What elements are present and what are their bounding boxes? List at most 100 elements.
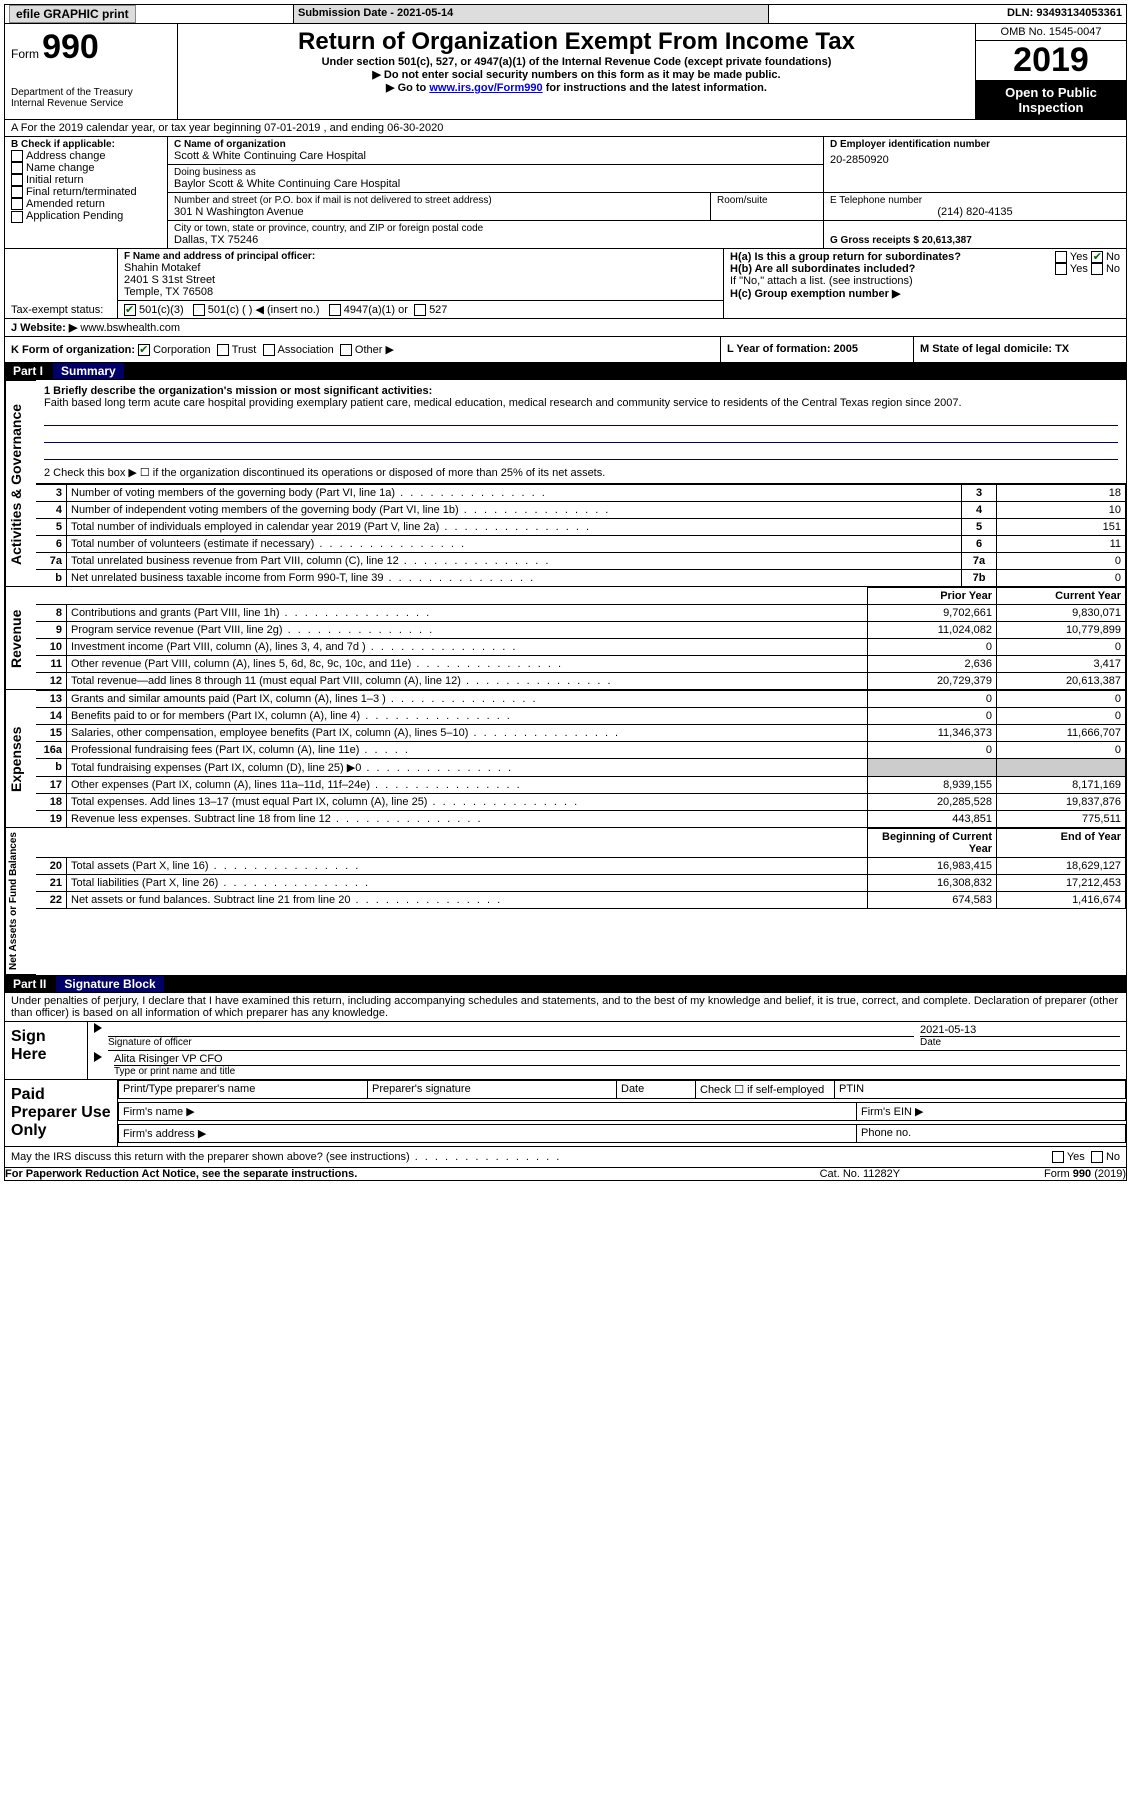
- discuss-yes-checkbox[interactable]: [1052, 1151, 1064, 1163]
- street-address: 301 N Washington Avenue: [174, 206, 704, 218]
- officer-name: Shahin Motakef: [124, 262, 717, 274]
- table-row: 15Salaries, other compensation, employee…: [36, 724, 1126, 741]
- room-suite-label: Room/suite: [711, 193, 824, 220]
- omb-number: OMB No. 1545-0047: [976, 24, 1126, 41]
- page-footer: For Paperwork Reduction Act Notice, see …: [5, 1168, 1126, 1180]
- table-row: 13Grants and similar amounts paid (Part …: [36, 690, 1126, 707]
- table-row: 9Program service revenue (Part VIII, lin…: [36, 621, 1126, 638]
- h-c-label: H(c) Group exemption number ▶: [730, 287, 1120, 300]
- other-org-checkbox[interactable]: [340, 344, 352, 356]
- amended-return-checkbox[interactable]: [11, 198, 23, 210]
- line-1-label: 1 Briefly describe the organization's mi…: [44, 385, 432, 397]
- preparer-date-label: Date: [617, 1081, 696, 1099]
- line-2: 2 Check this box ▶ ☐ if the organization…: [44, 466, 1118, 479]
- cat-no: Cat. No. 11282Y: [772, 1168, 947, 1180]
- dept-treasury: Department of the Treasury Internal Reve…: [11, 87, 171, 109]
- activities-table: 3Number of voting members of the governi…: [36, 484, 1126, 587]
- preparer-name-label: Print/Type preparer's name: [119, 1081, 368, 1099]
- firm-name-label: Firm's name ▶: [119, 1103, 857, 1121]
- part-2-header: Part II Signature Block: [5, 975, 1126, 993]
- box-c-name-label: C Name of organization: [174, 139, 817, 150]
- dba-label: Doing business as: [174, 167, 817, 178]
- box-d-label: D Employer identification number: [830, 139, 1120, 150]
- hb-no-checkbox[interactable]: [1091, 263, 1103, 275]
- sign-here-block: Sign Here Signature of officer 2021-05-1…: [5, 1022, 1126, 1080]
- ha-yes-checkbox[interactable]: [1055, 251, 1067, 263]
- form-title: Return of Organization Exempt From Incom…: [184, 28, 969, 56]
- box-j: J Website: ▶ www.bswhealth.com: [5, 319, 1126, 337]
- hb-yes-checkbox[interactable]: [1055, 263, 1067, 275]
- arrow-line-1: ▶ Do not enter social security numbers o…: [184, 68, 969, 81]
- arrow-icon: [94, 1052, 102, 1062]
- table-row: 17Other expenses (Part IX, column (A), l…: [36, 776, 1126, 793]
- table-row: 6Total number of volunteers (estimate if…: [36, 535, 1126, 552]
- box-f-label: F Name and address of principal officer:: [124, 251, 717, 262]
- activities-governance-tab: Activities & Governance: [6, 381, 37, 587]
- box-l-year: L Year of formation: 2005: [727, 343, 858, 355]
- dln: DLN: 93493134053361: [769, 5, 1126, 24]
- expenses-table: 13Grants and similar amounts paid (Part …: [36, 690, 1126, 828]
- signature-officer-label: Signature of officer: [108, 1036, 914, 1048]
- final-return-checkbox[interactable]: [11, 186, 23, 198]
- form-990-page: efile GRAPHIC print Submission Date - 20…: [4, 4, 1127, 1181]
- phone-label: Phone no.: [857, 1125, 1126, 1143]
- 527-checkbox[interactable]: [414, 304, 426, 316]
- end-year-header: End of Year: [997, 828, 1126, 857]
- table-row: 7aTotal unrelated business revenue from …: [36, 552, 1126, 569]
- 4947a1-checkbox[interactable]: [329, 304, 341, 316]
- table-row: 8Contributions and grants (Part VIII, li…: [36, 604, 1126, 621]
- beginning-year-header: Beginning of Current Year: [868, 828, 997, 857]
- net-assets-tab: Net Assets or Fund Balances: [6, 828, 37, 975]
- efile-print-button[interactable]: efile GRAPHIC print: [9, 5, 136, 23]
- ha-no-checkbox[interactable]: [1091, 251, 1103, 263]
- table-row: bTotal fundraising expenses (Part IX, co…: [36, 758, 1126, 776]
- 501c-checkbox[interactable]: [193, 304, 205, 316]
- name-change-checkbox[interactable]: [11, 162, 23, 174]
- h-note: If "No," attach a list. (see instruction…: [730, 275, 1120, 287]
- arrow-icon: [94, 1023, 102, 1033]
- trust-checkbox[interactable]: [217, 344, 229, 356]
- city-state-zip: Dallas, TX 75246: [174, 234, 817, 246]
- 501c3-checkbox[interactable]: [124, 304, 136, 316]
- table-row: 22Net assets or fund balances. Subtract …: [36, 891, 1126, 908]
- association-checkbox[interactable]: [263, 344, 275, 356]
- address-change-checkbox[interactable]: [11, 150, 23, 162]
- initial-return-checkbox[interactable]: [11, 174, 23, 186]
- dba-name: Baylor Scott & White Continuing Care Hos…: [174, 178, 817, 190]
- corporation-checkbox[interactable]: [138, 344, 150, 356]
- sign-date: 2021-05-13: [920, 1024, 1120, 1036]
- telephone: (214) 820-4135: [830, 206, 1120, 218]
- prior-year-header: Prior Year: [868, 587, 997, 604]
- net-assets-table: Beginning of Current Year End of Year 20…: [36, 828, 1126, 909]
- application-pending-checkbox[interactable]: [11, 211, 23, 223]
- table-row: 4Number of independent voting members of…: [36, 501, 1126, 518]
- table-row: 16aProfessional fundraising fees (Part I…: [36, 741, 1126, 758]
- expenses-tab: Expenses: [6, 690, 37, 828]
- box-m-state: M State of legal domicile: TX: [920, 343, 1069, 355]
- part-1-body: Activities & Governance 1 Briefly descri…: [5, 380, 1126, 975]
- typed-name: Alita Risinger VP CFO: [114, 1053, 1120, 1065]
- table-row: 21Total liabilities (Part X, line 26)16,…: [36, 874, 1126, 891]
- website-url: www.bswhealth.com: [80, 322, 180, 334]
- identification-grid: B Check if applicable: Address change Na…: [5, 136, 1126, 248]
- self-employed-label: Check ☐ if self-employed: [696, 1081, 835, 1099]
- irs-link[interactable]: www.irs.gov/Form990: [429, 82, 542, 94]
- table-row: 20Total assets (Part X, line 16)16,983,4…: [36, 857, 1126, 874]
- org-name: Scott & White Continuing Care Hospital: [174, 150, 817, 162]
- mission-text: Faith based long term acute care hospita…: [44, 397, 1118, 409]
- discuss-no-checkbox[interactable]: [1091, 1151, 1103, 1163]
- table-row: 19Revenue less expenses. Subtract line 1…: [36, 810, 1126, 827]
- tax-exempt-label: Tax-exempt status:: [11, 304, 103, 316]
- box-k-label: K Form of organization:: [11, 344, 135, 356]
- officer-addr1: 2401 S 31st Street: [124, 274, 717, 286]
- table-row: 10Investment income (Part VIII, column (…: [36, 638, 1126, 655]
- f-h-grid: Tax-exempt status: F Name and address of…: [5, 248, 1126, 319]
- current-year-header: Current Year: [997, 587, 1126, 604]
- open-public-badge: Open to Public Inspection: [976, 81, 1126, 119]
- form-header: Form 990 Department of the Treasury Inte…: [5, 24, 1126, 119]
- table-row: bNet unrelated business taxable income f…: [36, 569, 1126, 586]
- ptin-label: PTIN: [835, 1081, 1126, 1099]
- part-1-header: Part I Summary: [5, 362, 1126, 380]
- typed-name-label: Type or print name and title: [114, 1065, 1120, 1077]
- officer-addr2: Temple, TX 76508: [124, 286, 717, 298]
